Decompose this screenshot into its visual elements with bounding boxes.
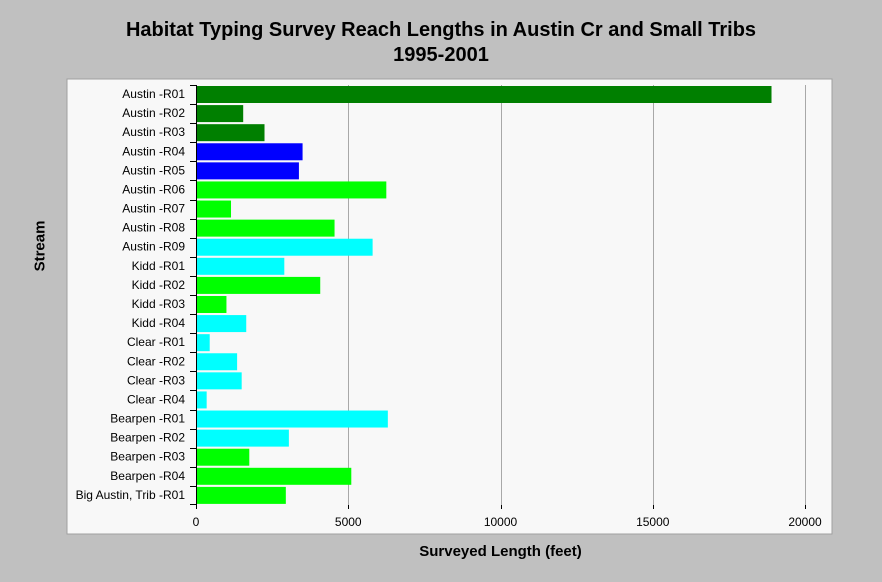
y-tick-label: Clear -R04 — [127, 392, 185, 406]
bar — [197, 276, 321, 294]
grid-lines — [196, 85, 806, 509]
bar — [197, 86, 772, 103]
x-tick-label: 15000 — [636, 515, 670, 529]
bar — [197, 295, 227, 313]
y-tick-label: Austin -R08 — [122, 221, 185, 235]
y-tick-label: Austin -R06 — [122, 182, 185, 196]
y-tick-label: Austin -R09 — [122, 240, 185, 254]
bar — [197, 124, 265, 142]
y-tick-label: Kidd -R02 — [132, 278, 186, 292]
bar — [197, 315, 247, 333]
y-tick-label: Austin -R05 — [122, 163, 185, 177]
y-tick-label: Kidd -R04 — [132, 316, 186, 330]
bar — [197, 219, 335, 237]
bars — [197, 86, 772, 504]
x-tick-label: 0 — [193, 515, 200, 529]
bar — [197, 391, 207, 409]
y-tick-label: Clear -R03 — [127, 373, 185, 387]
y-tick-label: Austin -R04 — [122, 144, 185, 158]
y-tick-label: Austin -R03 — [122, 125, 185, 139]
y-tick-label: Big Austin, Trib -R01 — [76, 488, 186, 502]
bar — [197, 448, 250, 466]
bar — [197, 181, 387, 199]
chart-title: Habitat Typing Survey Reach Lengths in A… — [0, 18, 882, 68]
x-tick-label: 20000 — [788, 515, 822, 529]
y-tick-label: Clear -R01 — [127, 335, 185, 349]
bar — [197, 143, 303, 161]
bar — [197, 200, 232, 218]
y-tick-label: Austin -R02 — [122, 106, 185, 120]
x-tick-label: 5000 — [335, 515, 362, 529]
x-tick-labels: 0 5000 10000 15000 20000 — [193, 515, 822, 529]
y-tick-label: Bearpen -R04 — [110, 469, 185, 483]
chart-title-line-2: 1995-2001 — [393, 44, 489, 66]
bar — [197, 162, 299, 180]
x-axis-label: Surveyed Length (feet) — [419, 543, 582, 560]
y-tick-label: Kidd -R01 — [132, 259, 186, 273]
y-tick-labels: Austin -R01 Austin -R02 Austin -R03 Austin … — [76, 85, 196, 505]
y-tick-label: Bearpen -R02 — [110, 431, 185, 445]
bar — [197, 467, 352, 485]
bar — [197, 353, 238, 371]
x-tick-label: 10000 — [484, 515, 518, 529]
bar — [197, 105, 244, 123]
bar — [197, 334, 210, 352]
y-axis-label: Stream — [31, 220, 49, 272]
bar — [197, 257, 285, 275]
y-tick-label: Austin -R07 — [122, 202, 185, 216]
bar — [197, 372, 242, 390]
y-tick-label: Austin -R01 — [122, 87, 185, 101]
bar — [197, 486, 286, 504]
bar — [197, 429, 289, 447]
bar — [197, 410, 388, 428]
y-tick-label: Clear -R02 — [127, 354, 185, 368]
y-tick-label: Bearpen -R03 — [110, 450, 185, 464]
y-tick-label: Kidd -R03 — [132, 297, 186, 311]
chart-title-line-1: Habitat Typing Survey Reach Lengths in A… — [125, 19, 757, 41]
bar — [197, 238, 373, 256]
y-tick-label: Bearpen -R01 — [110, 412, 185, 426]
plot-panel — [66, 78, 833, 535]
